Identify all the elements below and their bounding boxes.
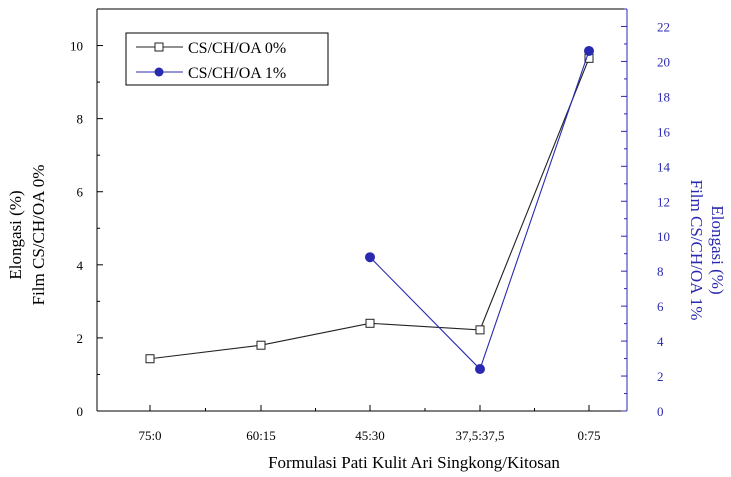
legend-marker-square [154,42,164,52]
data-point-square [145,354,155,364]
data-point-square [256,340,266,350]
data-point-circle [365,252,375,263]
x-axis-title: Formulasi Pati Kulit Ari Singkong/Kitosa… [268,453,560,472]
right-y-axis-title-line1: Elongasi (%) [708,205,727,294]
x-tick-label: 60:15 [246,428,276,443]
left-y-tick-label: 0 [77,404,84,419]
right-y-tick-label: 12 [657,194,670,209]
legend-label-2: CS/CH/OA 1% [188,65,286,82]
left-y-tick-label: 8 [77,112,84,127]
left-y-tick-label: 10 [70,39,83,54]
chart-series [145,45,594,375]
right-y-tick-label: 18 [657,89,670,104]
series-line-2 [369,50,590,371]
right-y-tick-label: 14 [657,159,671,174]
x-tick-label: 37,5:37,5 [455,428,504,443]
left-y-tick-label: 2 [77,331,84,346]
right-y-tick-label: 22 [657,19,670,34]
right-y-tick-label: 16 [657,124,671,139]
data-point-circle [475,364,485,375]
x-tick-label: 45:30 [355,428,385,443]
chart-labels: Formulasi Pati Kulit Ari Singkong/Kitosa… [6,165,727,472]
data-point-square [365,318,375,328]
right-y-tick-label: 0 [657,404,664,419]
left-y-axis-title-line2: Film CS/CH/OA 0% [29,165,48,306]
right-y-tick-label: 8 [657,264,664,279]
legend-marker-circle [154,67,164,77]
right-y-tick-label: 6 [657,299,664,314]
series-line-1 [149,58,590,360]
data-point-square [475,325,485,335]
legend-label-1: CS/CH/OA 0% [188,40,286,57]
right-y-tick-label: 2 [657,369,664,384]
left-y-tick-label: 6 [77,185,84,200]
left-y-axis-title-line1: Elongasi (%) [6,190,25,279]
right-y-tick-label: 20 [657,54,670,69]
data-point-circle [584,45,594,56]
chart-legend: CS/CH/OA 0% CS/CH/OA 1% [125,32,329,86]
right-y-tick-label: 4 [657,334,664,349]
chart-axes: 0 2 4 6 8 10 0 2 4 6 8 10 12 14 16 18 20 22 75:0 60:15 45:30… [70,8,671,443]
x-tick-label: 75:0 [138,428,161,443]
x-tick-label: 0:75 [577,428,600,443]
right-y-axis-title-line2: Film CS/CH/OA 1% [687,180,706,321]
right-y-tick-label: 10 [657,229,670,244]
left-y-tick-label: 4 [77,258,84,273]
